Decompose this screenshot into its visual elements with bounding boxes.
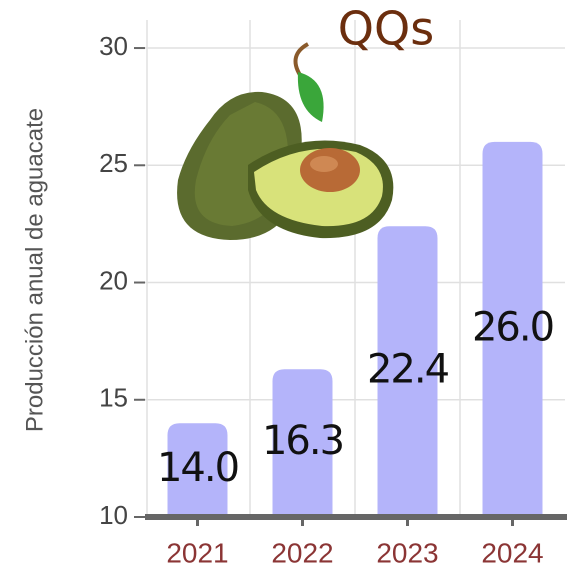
x-tick-label: 2022 — [271, 537, 333, 568]
y-tick-label: 30 — [99, 31, 128, 61]
bar — [272, 369, 333, 517]
x-tick-label: 2024 — [481, 537, 543, 568]
y-tick-label: 10 — [99, 500, 128, 530]
chart-title: QQs — [338, 2, 434, 56]
x-tick-label: 2023 — [376, 537, 438, 568]
value-label: 16.3 — [262, 418, 343, 464]
y-tick-label: 15 — [99, 383, 128, 413]
y-tick-label: 25 — [99, 148, 128, 178]
bars — [167, 141, 543, 518]
value-label: 22.4 — [367, 347, 449, 393]
vertical-grid — [146, 20, 461, 517]
bar — [167, 423, 228, 517]
x-tick-label: 2021 — [166, 537, 228, 568]
y-axis-label: Producción anual de aguacate — [21, 108, 48, 432]
y-tick-label: 20 — [99, 265, 128, 295]
avocado-illustration — [177, 42, 394, 240]
value-label: 26.0 — [472, 304, 553, 350]
bar — [377, 226, 438, 518]
bar — [482, 141, 543, 518]
value-label: 14.0 — [157, 445, 238, 491]
